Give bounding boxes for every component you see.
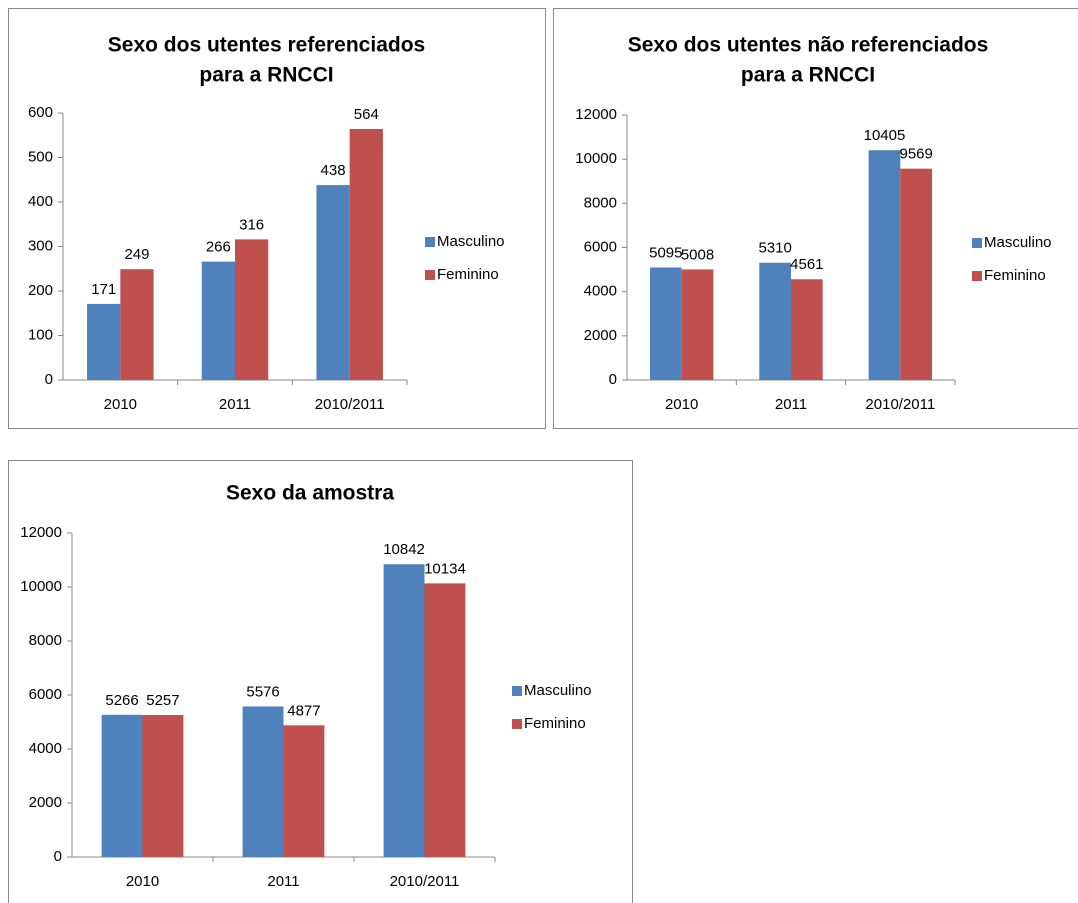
data-label: 5095 (649, 244, 682, 261)
bar (101, 714, 143, 857)
data-label: 171 (91, 281, 116, 298)
y-tick-label: 0 (54, 848, 62, 865)
legend-label: Feminino (524, 715, 586, 732)
legend-swatch (512, 686, 522, 696)
bar (242, 706, 284, 857)
bar (900, 168, 933, 380)
bar (142, 715, 184, 857)
legend-swatch (512, 719, 522, 729)
data-label: 10134 (424, 560, 466, 577)
legend-swatch (425, 237, 435, 247)
y-tick-label: 12000 (20, 524, 62, 541)
y-tick-label: 300 (28, 237, 53, 254)
chart-title: para a RNCCI (741, 64, 875, 87)
chart-title: para a RNCCI (199, 64, 333, 87)
legend-label: Masculino (984, 234, 1052, 251)
data-label: 5257 (146, 692, 179, 709)
x-tick-label: 2011 (775, 396, 807, 413)
y-tick-label: 4000 (29, 740, 62, 757)
bar (87, 303, 121, 380)
x-tick-label: 2011 (219, 396, 251, 413)
x-tick-label: 2010/2011 (315, 396, 385, 413)
data-label: 316 (239, 216, 264, 233)
y-tick-label: 400 (28, 193, 53, 210)
y-tick-label: 12000 (575, 106, 617, 123)
chart-title: Sexo da amostra (226, 482, 394, 505)
y-tick-label: 4000 (584, 283, 617, 300)
data-label: 5310 (758, 240, 791, 257)
y-tick-label: 0 (45, 371, 53, 388)
legend-label: Feminino (437, 266, 499, 283)
data-label: 564 (354, 106, 379, 123)
chart: Sexo dos utentes não referenciados para a… (553, 8, 1078, 429)
data-label: 5576 (246, 683, 279, 700)
data-label: 4561 (790, 256, 823, 273)
data-label: 10405 (864, 127, 906, 144)
data-label: 249 (124, 246, 149, 263)
x-tick-label: 2010/2011 (865, 396, 935, 413)
data-label: 4877 (287, 702, 320, 719)
y-tick-label: 10000 (575, 150, 617, 167)
legend-label: Masculino (524, 682, 592, 699)
y-tick-label: 0 (609, 371, 617, 388)
bar (791, 279, 823, 380)
legend-swatch (972, 238, 982, 248)
bar (120, 269, 154, 380)
bar (759, 262, 791, 380)
y-tick-label: 600 (28, 104, 53, 121)
y-tick-label: 500 (28, 148, 53, 165)
legend-swatch (972, 271, 982, 281)
y-tick-label: 2000 (29, 794, 62, 811)
chart: Sexo da amostra 0 2000 4000 6000 8000 10000 120… (8, 460, 633, 903)
legend-label: Masculino (437, 233, 505, 250)
y-tick-label: 200 (28, 282, 53, 299)
data-label: 5008 (681, 246, 714, 263)
chart-title: Sexo dos utentes referenciados (108, 34, 425, 57)
bar (681, 269, 714, 380)
y-tick-label: 8000 (584, 194, 617, 211)
bar (383, 564, 425, 857)
data-label: 266 (206, 239, 231, 256)
legend-label: Feminino (984, 267, 1046, 284)
bar (235, 239, 269, 380)
chart: Sexo dos utentes referenciados para a RNC… (8, 8, 546, 429)
x-tick-label: 2010 (104, 396, 137, 413)
data-label: 10842 (383, 541, 425, 558)
data-label: 9569 (899, 146, 932, 163)
legend-swatch (425, 270, 435, 280)
bar (424, 583, 466, 857)
y-tick-label: 100 (28, 326, 53, 343)
bar (349, 129, 383, 380)
x-tick-label: 2010 (126, 873, 159, 890)
y-tick-label: 2000 (584, 327, 617, 344)
data-label: 5266 (105, 692, 138, 709)
chart-title: Sexo dos utentes não referenciados (628, 34, 989, 57)
x-tick-label: 2010/2011 (390, 873, 460, 890)
x-tick-label: 2010 (665, 396, 698, 413)
y-tick-label: 6000 (584, 238, 617, 255)
bar (316, 185, 350, 380)
y-tick-label: 6000 (29, 686, 62, 703)
y-tick-label: 8000 (29, 632, 62, 649)
x-tick-label: 2011 (267, 873, 299, 890)
data-label: 438 (321, 162, 346, 179)
bar (201, 261, 235, 380)
bar (868, 150, 901, 380)
bar (649, 267, 682, 380)
bar (283, 725, 325, 857)
y-tick-label: 10000 (20, 578, 62, 595)
